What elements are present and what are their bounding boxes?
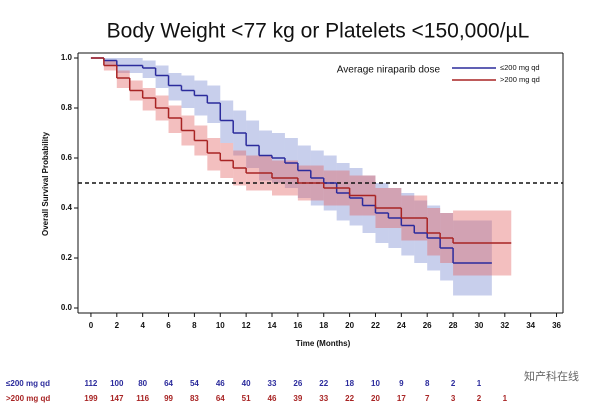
risk-count: 8 <box>425 379 430 388</box>
confidence-band <box>297 145 311 198</box>
risk-count: 9 <box>399 379 404 388</box>
risk-count: 54 <box>190 379 199 388</box>
confidence-band <box>207 138 221 171</box>
risk-count: 22 <box>345 394 354 403</box>
risk-count: 1 <box>503 394 508 403</box>
y-tick-label: 0.8 <box>61 103 73 112</box>
confidence-band <box>181 75 195 108</box>
chart-title: Body Weight <77 kg or Platelets <150,000… <box>107 20 530 43</box>
x-tick-label: 18 <box>319 321 328 330</box>
risk-count: 33 <box>319 394 328 403</box>
x-tick-label: 14 <box>268 321 277 330</box>
risk-count: 147 <box>110 394 124 403</box>
confidence-band <box>401 193 415 256</box>
risk-count: 51 <box>242 394 251 403</box>
risk-count: 39 <box>293 394 302 403</box>
x-tick-label: 10 <box>216 321 225 330</box>
x-tick-label: 28 <box>449 321 458 330</box>
confidence-band <box>142 88 156 111</box>
x-tick-label: 30 <box>474 321 483 330</box>
watermark: 知产科在线 <box>524 369 579 383</box>
risk-count: 116 <box>136 394 149 403</box>
confidence-band <box>336 163 350 221</box>
x-axis-label: Time (Months) <box>296 339 351 348</box>
x-tick-label: 26 <box>423 321 432 330</box>
x-tick-label: 22 <box>371 321 380 330</box>
confidence-band <box>116 70 130 88</box>
risk-count: 1 <box>477 379 482 388</box>
confidence-band <box>246 120 260 168</box>
risk-count: 46 <box>268 394 277 403</box>
y-tick-label: 0.6 <box>61 153 73 162</box>
risk-count: 64 <box>216 394 225 403</box>
risk-count: 99 <box>164 394 173 403</box>
x-tick-label: 8 <box>192 321 197 330</box>
x-tick-label: 20 <box>345 321 354 330</box>
risk-count: 2 <box>451 379 456 388</box>
x-tick-label: 6 <box>166 321 171 330</box>
confidence-band <box>220 100 234 143</box>
legend-label: >200 mg qd <box>500 75 540 84</box>
legend-title: Average niraparib dose <box>337 65 441 76</box>
confidence-band <box>155 65 169 88</box>
risk-count: 2 <box>477 394 482 403</box>
risk-count: 17 <box>397 394 406 403</box>
confidence-band <box>103 58 117 66</box>
y-axis-label: Overall Survival Probability <box>41 131 50 236</box>
risk-count: 64 <box>164 379 173 388</box>
risk-count: 18 <box>345 379 354 388</box>
confidence-band <box>414 200 428 263</box>
risk-count: 7 <box>425 394 430 403</box>
x-tick-label: 34 <box>526 321 535 330</box>
y-tick-label: 1.0 <box>61 53 73 62</box>
risk-count: 22 <box>319 379 328 388</box>
confidence-band <box>440 213 454 281</box>
risk-count: 20 <box>371 394 380 403</box>
y-tick-label: 0.0 <box>61 303 73 312</box>
y-tick-label: 0.2 <box>61 253 73 262</box>
risk-count: 199 <box>84 394 98 403</box>
x-tick-label: 0 <box>89 321 94 330</box>
x-tick-label: 32 <box>500 321 509 330</box>
confidence-band <box>194 80 208 116</box>
risk-count: 26 <box>293 379 302 388</box>
confidence-band <box>207 85 221 123</box>
risk-count: 10 <box>371 379 380 388</box>
legend-label: ≤200 mg qd <box>500 63 540 72</box>
risk-row-label: >200 mg qd <box>6 394 50 403</box>
confidence-band <box>427 208 441 256</box>
x-tick-label: 36 <box>552 321 561 330</box>
risk-row-label: ≤200 mg qd <box>6 379 50 388</box>
confidence-band <box>168 105 182 133</box>
risk-count: 46 <box>216 379 225 388</box>
x-tick-label: 2 <box>115 321 120 330</box>
x-tick-label: 24 <box>397 321 406 330</box>
risk-count: 112 <box>84 379 97 388</box>
risk-count: 80 <box>138 379 147 388</box>
x-tick-label: 12 <box>242 321 251 330</box>
confidence-band <box>168 73 182 101</box>
risk-count: 3 <box>451 394 456 403</box>
confidence-band <box>453 220 492 296</box>
risk-count: 40 <box>242 379 251 388</box>
confidence-band <box>362 175 376 233</box>
risk-count: 33 <box>268 379 277 388</box>
risk-count: 100 <box>110 379 124 388</box>
risk-count: 83 <box>190 394 199 403</box>
y-tick-label: 0.4 <box>61 203 73 212</box>
confidence-band <box>142 60 156 78</box>
x-tick-label: 16 <box>293 321 302 330</box>
x-tick-label: 4 <box>140 321 145 330</box>
